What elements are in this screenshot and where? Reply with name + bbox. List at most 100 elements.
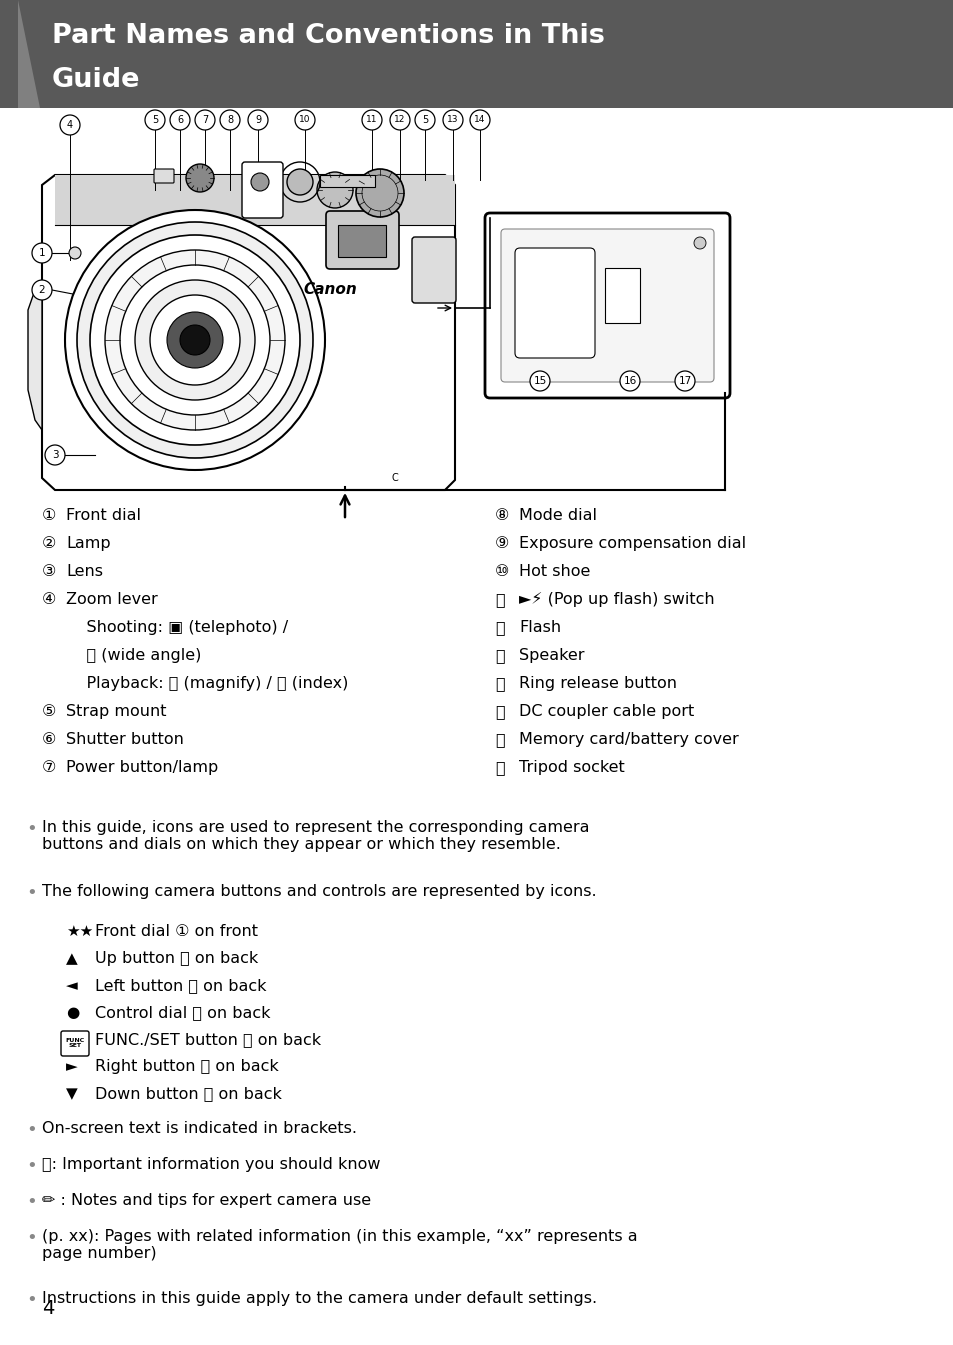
Text: ⑧: ⑧ — [495, 508, 509, 523]
Text: •: • — [26, 884, 37, 902]
Circle shape — [251, 174, 269, 191]
Bar — [0, 0, 953, 108]
Text: 5: 5 — [152, 116, 158, 125]
Text: Shutter button: Shutter button — [66, 732, 184, 746]
Text: Power button/lamp: Power button/lamp — [66, 760, 218, 775]
Circle shape — [105, 250, 285, 430]
Circle shape — [316, 172, 353, 208]
Circle shape — [675, 371, 695, 391]
Circle shape — [248, 110, 268, 130]
Text: ⑫: ⑫ — [495, 620, 504, 635]
Text: 14: 14 — [474, 116, 485, 125]
Circle shape — [619, 371, 639, 391]
Text: 1: 1 — [39, 247, 45, 258]
Text: ④: ④ — [42, 592, 56, 607]
Circle shape — [361, 110, 381, 130]
Circle shape — [220, 110, 240, 130]
Polygon shape — [18, 0, 40, 108]
Circle shape — [355, 169, 403, 217]
Text: ⑮: ⑮ — [495, 703, 504, 720]
Text: ⑭: ⑭ — [495, 677, 504, 691]
FancyBboxPatch shape — [515, 247, 595, 358]
Bar — [55, 175, 455, 225]
Circle shape — [65, 210, 325, 469]
Text: ▼: ▼ — [66, 1085, 77, 1102]
FancyBboxPatch shape — [61, 1032, 89, 1056]
Text: Front dial ① on front: Front dial ① on front — [95, 924, 257, 939]
Text: Hot shoe: Hot shoe — [518, 564, 590, 578]
Circle shape — [60, 116, 80, 134]
Text: ⑦: ⑦ — [42, 760, 56, 775]
Text: 4: 4 — [67, 120, 73, 130]
Text: Right button ⑳ on back: Right button ⑳ on back — [95, 1059, 278, 1075]
Text: 2: 2 — [39, 285, 45, 295]
Text: 8: 8 — [227, 116, 233, 125]
Circle shape — [287, 169, 313, 195]
Circle shape — [77, 222, 313, 459]
Text: Left button ⑰ on back: Left button ⑰ on back — [95, 978, 266, 993]
Text: •: • — [26, 820, 37, 838]
Text: 10: 10 — [299, 116, 311, 125]
Text: Zoom lever: Zoom lever — [66, 592, 157, 607]
Text: 9: 9 — [254, 116, 261, 125]
Text: Part Names and Conventions in This: Part Names and Conventions in This — [52, 23, 604, 48]
Circle shape — [470, 110, 490, 130]
Text: ⑥: ⑥ — [42, 732, 56, 746]
Text: ⑩: ⑩ — [495, 564, 509, 578]
Text: Mode dial: Mode dial — [518, 508, 597, 523]
Text: Memory card/battery cover: Memory card/battery cover — [518, 732, 738, 746]
Circle shape — [150, 295, 240, 385]
Text: 13: 13 — [447, 116, 458, 125]
Text: 5: 5 — [421, 116, 428, 125]
Text: Speaker: Speaker — [518, 648, 584, 663]
FancyBboxPatch shape — [484, 213, 729, 398]
Text: 3: 3 — [51, 451, 58, 460]
Bar — [604, 268, 639, 323]
Text: 6: 6 — [176, 116, 183, 125]
Circle shape — [32, 243, 52, 264]
Circle shape — [442, 110, 462, 130]
FancyBboxPatch shape — [153, 169, 173, 183]
Circle shape — [415, 110, 435, 130]
Text: ►: ► — [66, 1059, 77, 1075]
Text: Control dial ⑱ on back: Control dial ⑱ on back — [95, 1005, 271, 1020]
Circle shape — [45, 445, 65, 465]
Text: On-screen text is indicated in brackets.: On-screen text is indicated in brackets. — [42, 1120, 356, 1137]
Text: Tripod socket: Tripod socket — [518, 760, 624, 775]
FancyBboxPatch shape — [242, 161, 283, 218]
Polygon shape — [42, 175, 455, 490]
Text: Lens: Lens — [66, 564, 103, 578]
Circle shape — [145, 110, 165, 130]
Text: ✏ : Notes and tips for expert camera use: ✏ : Notes and tips for expert camera use — [42, 1193, 371, 1208]
Circle shape — [693, 237, 705, 249]
Circle shape — [120, 265, 270, 416]
Text: 15: 15 — [533, 377, 546, 386]
FancyBboxPatch shape — [412, 237, 456, 303]
FancyBboxPatch shape — [326, 211, 398, 269]
Text: ★★: ★★ — [66, 924, 93, 939]
Text: FUNC
SET: FUNC SET — [66, 1037, 85, 1048]
Text: Front dial: Front dial — [66, 508, 141, 523]
Text: Flash: Flash — [518, 620, 560, 635]
Text: ●: ● — [66, 1005, 79, 1020]
Circle shape — [167, 312, 223, 369]
Text: 7: 7 — [202, 116, 208, 125]
Text: Guide: Guide — [52, 67, 140, 93]
Circle shape — [294, 110, 314, 130]
Text: •: • — [26, 1120, 37, 1139]
Text: ⑯: ⑯ — [495, 732, 504, 746]
Text: The following camera buttons and controls are represented by icons.: The following camera buttons and control… — [42, 884, 596, 898]
Text: Down button ⑴ on back: Down button ⑴ on back — [95, 1085, 281, 1102]
Text: ⑬: ⑬ — [495, 648, 504, 663]
Text: •: • — [26, 1291, 37, 1309]
Text: ⑪: ⑪ — [495, 592, 504, 607]
Text: •: • — [26, 1157, 37, 1176]
Circle shape — [390, 110, 410, 130]
Circle shape — [135, 280, 254, 399]
Text: ►⚡ (Pop up flash) switch: ►⚡ (Pop up flash) switch — [518, 592, 714, 607]
Text: •: • — [26, 1193, 37, 1211]
Bar — [319, 175, 375, 187]
Text: 11: 11 — [366, 116, 377, 125]
Text: ②: ② — [42, 537, 56, 551]
Text: Lamp: Lamp — [66, 537, 111, 551]
